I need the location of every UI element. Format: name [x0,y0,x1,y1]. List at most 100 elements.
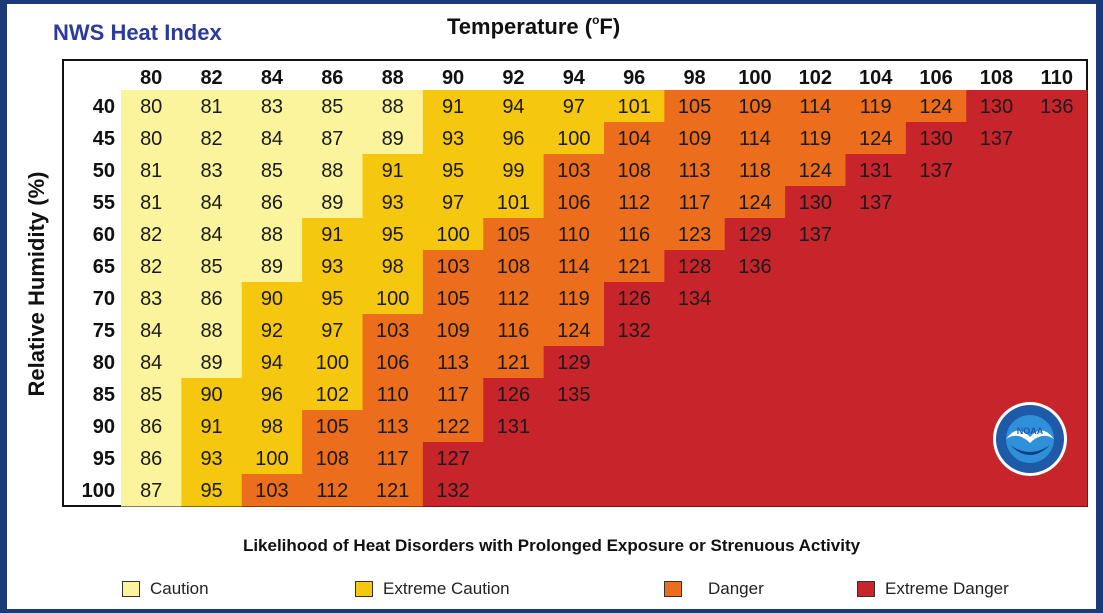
x-tick-label: 104 [859,67,893,89]
heat-cell [362,218,424,251]
heat-cell [966,282,1028,315]
heat-cell-value: 97 [442,192,464,214]
heat-cell-value: 110 [558,224,590,246]
heat-cell [845,314,907,347]
heat-cell [1026,90,1088,123]
x-tick-label: 96 [623,67,645,89]
heat-cell [121,186,182,219]
heat-cell [905,218,967,251]
heat-cell-value: 108 [316,448,349,470]
heat-cell-value: 123 [678,224,711,246]
heat-cell [181,122,243,155]
heat-cell-value: 100 [255,448,288,470]
heat-cell [845,474,907,507]
heat-cell [302,154,363,187]
heat-cell [422,314,484,347]
heat-cell [121,250,182,283]
heat-cell-value: 101 [618,96,651,118]
heat-cell [664,474,726,507]
heat-cell [121,442,182,475]
heat-cell [181,282,243,315]
heat-cell [785,154,846,187]
heat-index-chart: NWS Heat Index Temperature (oF) Relative… [7,4,1096,609]
heat-cell-value: 137 [859,192,892,214]
heat-cell-value: 103 [436,256,469,278]
x-tick-label: 86 [321,67,343,89]
heat-cell [422,474,484,507]
heat-cell [422,90,484,123]
page-title: NWS Heat Index [53,20,222,45]
heat-cell [543,122,605,155]
heat-cell-value: 129 [557,352,590,374]
heat-cell [785,442,846,475]
heat-cell-value: 106 [557,192,590,214]
heat-cell [664,442,726,475]
heat-cell-value: 121 [376,480,409,502]
heat-cell [966,122,1028,155]
heat-cell [664,218,726,251]
heat-cell-value: 109 [678,128,711,150]
y-tick-label: 50 [93,160,115,182]
heat-cell-value: 100 [557,128,590,150]
heat-cell-value: 85 [321,96,343,118]
heat-cell [724,250,786,283]
heat-cell-value: 103 [255,480,288,502]
heat-cell [241,90,303,123]
heat-cell [966,218,1028,251]
heat-cell-value: 113 [377,416,409,438]
y-tick-label: 70 [93,288,115,310]
heat-cell-value: 89 [321,192,343,214]
heat-cell-value: 86 [140,448,162,470]
legend-item-caution: Caution [122,579,209,599]
heat-cell-value: 126 [618,288,651,310]
heat-cell [543,410,605,443]
heat-cell-value: 81 [200,96,222,118]
heat-cell [604,378,665,411]
heat-cell [181,410,243,443]
heat-cell-value: 97 [563,96,585,118]
heat-cell [422,346,484,379]
heat-cell-value: 104 [618,128,651,150]
heat-cell [604,154,665,187]
heat-cell [241,186,303,219]
x-axis-title-text: Temperature ( [447,14,593,39]
heat-cell-value: 112 [316,480,348,502]
heat-cell-value: 94 [261,352,283,374]
heat-cell-value: 87 [140,480,162,502]
heat-cell [362,346,424,379]
y-tick-label: 100 [82,480,115,502]
heat-cell-value: 86 [200,288,222,310]
heat-cell [422,378,484,411]
heat-cell-value: 103 [557,160,590,182]
heat-cell-value: 89 [382,128,404,150]
heat-cell-value: 114 [558,256,590,278]
heat-cell-value: 88 [261,224,283,246]
heat-cell-value: 82 [200,128,222,150]
heat-cell-value: 83 [261,96,283,118]
heat-cell [181,218,243,251]
heat-cell [543,186,605,219]
heat-cell [905,90,967,123]
heat-cell-value: 122 [436,416,469,438]
heat-cell-value: 117 [679,192,711,214]
heat-cell [121,90,182,123]
heat-cell [302,122,363,155]
heat-cell [905,154,967,187]
heat-cell [121,346,182,379]
legend-label-caution: Caution [150,579,209,598]
legend-label-extreme-danger: Extreme Danger [885,579,1009,598]
heat-cell-value: 102 [316,384,349,406]
heat-cell-value: 83 [200,160,222,182]
heat-cell-value: 88 [382,96,404,118]
heat-cell [905,250,967,283]
heat-cell [664,282,726,315]
heat-cell [422,154,484,187]
heat-cell [845,410,907,443]
heat-cell [422,218,484,251]
heat-cell-value: 95 [321,288,343,310]
heat-cell [302,314,363,347]
heat-cell [362,314,424,347]
heat-cell [422,250,484,283]
heat-cell-value: 109 [436,320,469,342]
heat-cell [241,282,303,315]
